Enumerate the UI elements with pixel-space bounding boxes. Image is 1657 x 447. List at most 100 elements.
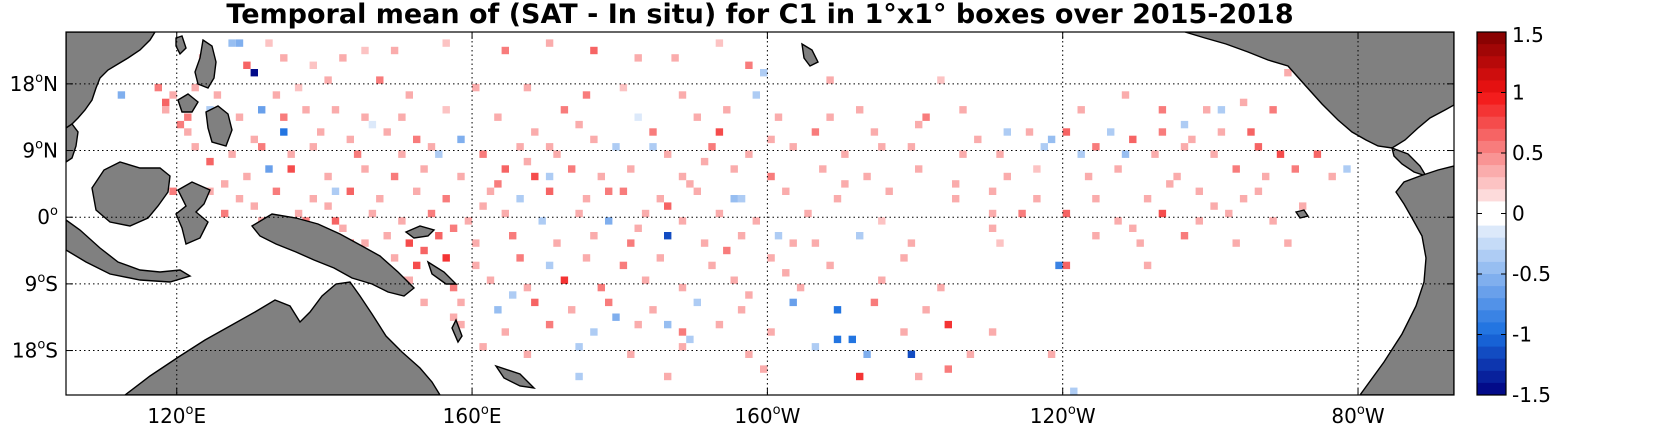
grid-box xyxy=(678,343,687,351)
colorbar-tick-label: -1.5 xyxy=(1512,383,1551,407)
grid-box xyxy=(715,209,724,218)
tick-degree-value: 160 xyxy=(734,404,772,428)
grid-box xyxy=(590,328,598,336)
grid-box xyxy=(1025,128,1034,136)
grid-box xyxy=(294,209,303,218)
tick-degree-symbol: o xyxy=(50,204,58,219)
tick-degree-symbol: o xyxy=(35,138,43,153)
grid-box xyxy=(789,143,797,151)
grid-box xyxy=(774,113,783,121)
colorbar-swatch xyxy=(1477,32,1506,45)
land-galapagos xyxy=(1294,209,1310,219)
land-central-america xyxy=(1390,146,1428,178)
grid-box xyxy=(870,298,879,307)
grid-box xyxy=(664,232,672,240)
tick-degree-symbol: o xyxy=(37,271,45,286)
grid-box xyxy=(900,328,908,336)
grid-box xyxy=(1158,128,1167,136)
grid-box xyxy=(1210,150,1218,158)
grid-box xyxy=(678,283,687,292)
grid-box xyxy=(966,350,975,358)
latitude-label: 9oN xyxy=(22,138,58,163)
grid-box xyxy=(413,261,421,270)
grid-box xyxy=(915,165,923,173)
grid-box xyxy=(634,320,642,329)
grid-box xyxy=(501,209,509,218)
grid-box xyxy=(1136,239,1144,247)
grid-box xyxy=(1033,165,1041,173)
grid-box xyxy=(848,335,856,344)
grid-box xyxy=(309,195,317,203)
grid-box xyxy=(206,157,214,166)
grid-box xyxy=(280,113,288,121)
grid-box xyxy=(376,76,384,84)
grid-box xyxy=(1262,172,1270,181)
grid-box xyxy=(1225,209,1233,218)
grid-box xyxy=(1299,202,1307,210)
land-solomons xyxy=(426,260,458,285)
land-sumatra-java xyxy=(66,219,192,283)
grid-box xyxy=(376,195,384,203)
grid-box xyxy=(228,150,236,158)
grid-box xyxy=(191,83,199,92)
grid-box xyxy=(605,187,613,195)
grid-box xyxy=(509,291,517,299)
grid-box xyxy=(243,61,251,69)
grid-box xyxy=(442,106,450,114)
grid-box xyxy=(959,150,967,158)
grid-box xyxy=(804,209,812,218)
grid-box xyxy=(656,254,664,262)
grid-box xyxy=(1180,120,1189,129)
grid-box xyxy=(974,135,982,144)
grid-box xyxy=(678,217,687,225)
grid-box xyxy=(405,91,413,99)
grid-box xyxy=(723,106,731,114)
grid-box xyxy=(885,187,893,195)
grid-box xyxy=(937,283,945,292)
grid-box xyxy=(361,239,369,247)
grid-box xyxy=(760,365,768,373)
grid-box xyxy=(693,187,701,195)
grid-box xyxy=(627,165,635,173)
grid-box xyxy=(162,106,170,114)
longitude-label: 120oW xyxy=(1030,403,1096,428)
grid-box xyxy=(900,254,908,262)
grid-box xyxy=(811,239,820,247)
colorbar-tick-label: 0 xyxy=(1512,202,1525,226)
tick-degree-symbol: o xyxy=(1068,403,1076,418)
grid-box xyxy=(1092,232,1100,240)
grid-box xyxy=(494,306,502,314)
grid-box xyxy=(952,180,960,188)
grid-box xyxy=(619,187,628,195)
grid-box xyxy=(988,328,997,336)
grid-box xyxy=(479,343,487,351)
grid-box xyxy=(398,113,406,121)
grid-box xyxy=(730,195,738,203)
grid-box xyxy=(294,83,303,92)
grid-box xyxy=(1232,239,1240,247)
colorbar-swatch xyxy=(1477,274,1506,287)
grid-box xyxy=(1239,98,1248,107)
grid-box xyxy=(457,320,465,329)
grid-box xyxy=(664,150,672,158)
colorbar-swatch xyxy=(1477,80,1506,93)
grid-box xyxy=(545,39,554,47)
grid-box xyxy=(988,187,997,195)
grid-box xyxy=(833,195,842,203)
grid-box xyxy=(1062,261,1071,270)
grid-box xyxy=(390,172,399,181)
grid-box xyxy=(361,113,369,121)
grid-box xyxy=(634,224,642,232)
colorbar-swatch xyxy=(1477,382,1506,396)
grid-box xyxy=(324,202,332,210)
grid-box xyxy=(516,143,524,151)
colorbar-swatch xyxy=(1477,116,1506,130)
tick-hemisphere: N xyxy=(43,139,58,163)
land-south-america xyxy=(1359,165,1454,395)
tick-hemisphere: E xyxy=(489,404,502,428)
grid-box xyxy=(590,232,598,240)
grid-box xyxy=(346,135,354,144)
colorbar-swatch xyxy=(1477,237,1506,251)
grid-box xyxy=(833,306,842,314)
